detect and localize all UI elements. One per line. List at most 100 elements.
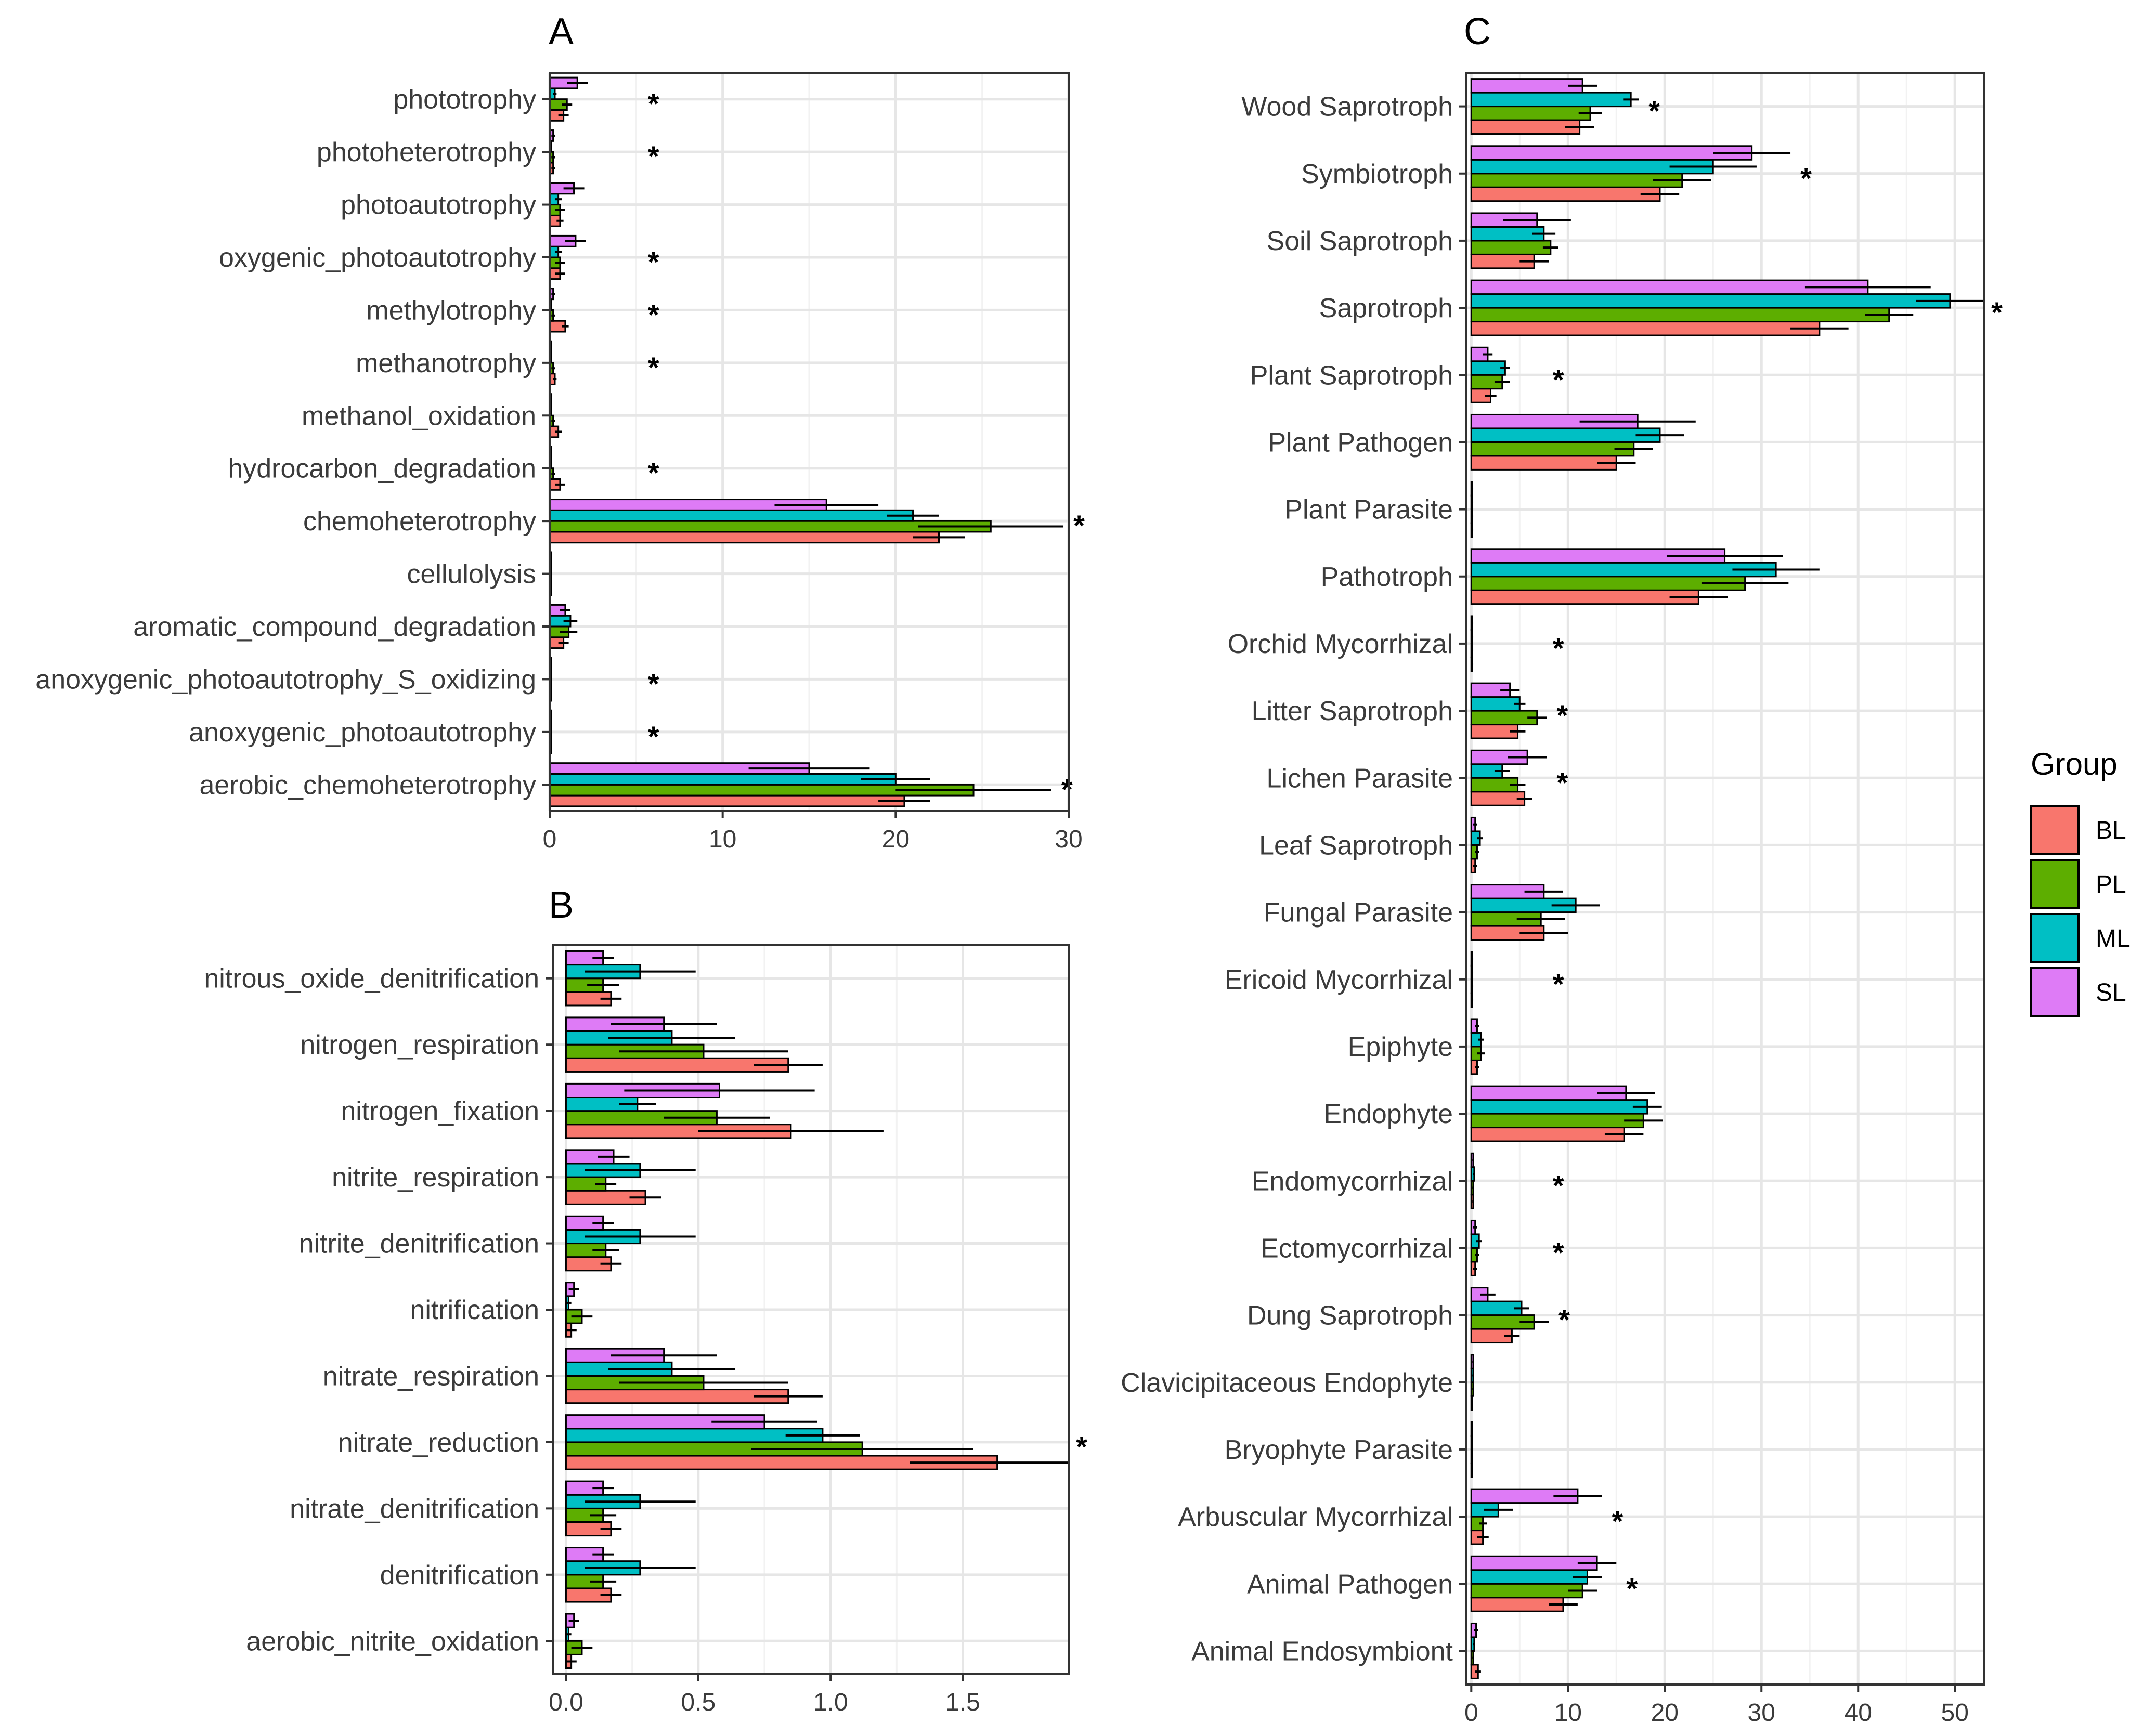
bar-pl-saprotroph — [1470, 307, 1890, 323]
panel-c: Wood Saprotroph * Symbiotroph * Soil Saprotr… — [1121, 11, 2003, 1727]
legend-item-bl: BL — [2030, 805, 2126, 855]
category-label: nitrification — [410, 1295, 539, 1325]
category-nitrogen-fixation — [565, 1082, 884, 1139]
x-tick-label: 1.0 — [813, 1689, 848, 1716]
x-tick-label: 10 — [709, 826, 736, 853]
bar-bl-nitrous-oxide-denitrification — [565, 991, 612, 1007]
x-tick-label: 0 — [543, 826, 557, 853]
bar-ml-animal-pathogen — [1470, 1569, 1588, 1585]
category-label: Leaf Saprotroph — [1259, 830, 1453, 860]
category-label: Pathotroph — [1321, 562, 1453, 592]
category-nitrate-reduction — [565, 1414, 1069, 1470]
significance-marker: * — [1556, 766, 1568, 799]
category-orchid-mycorrhizal — [1470, 615, 1474, 672]
legend-swatch — [2030, 913, 2080, 963]
category-aerobic-chemoheterotrophy — [550, 762, 1051, 807]
category-label: Endophyte — [1323, 1099, 1453, 1129]
significance-marker: * — [648, 351, 659, 384]
category-label: oxygenic_photoautotrophy — [219, 243, 536, 273]
category-label: chemoheterotrophy — [303, 506, 536, 537]
category-photoautotrophy — [550, 182, 585, 227]
x-tick-label: 0.0 — [549, 1689, 583, 1716]
category-label: nitrate_respiration — [323, 1361, 539, 1391]
category-label: Soil Saprotroph — [1267, 226, 1453, 256]
category-nitrification — [565, 1282, 593, 1338]
significance-marker: * — [648, 245, 659, 278]
category-animal-pathogen — [1470, 1555, 1617, 1612]
significance-marker: * — [1991, 296, 2003, 329]
bar-bl-symbiotroph — [1470, 186, 1661, 202]
significance-marker: * — [1556, 699, 1568, 732]
category-label: Plant Parasite — [1284, 495, 1453, 525]
category-label: Lichen Parasite — [1267, 763, 1453, 793]
significance-marker: * — [1648, 95, 1660, 127]
legend-label: ML — [2096, 925, 2131, 952]
category-label: Symbiotroph — [1301, 159, 1453, 189]
bar-pl-wood-saprotroph — [1470, 106, 1591, 121]
bar-ml-litter-saprotroph — [1470, 696, 1521, 712]
category-leaf-saprotroph — [1470, 816, 1483, 873]
bar-bl-aerobic-chemoheterotrophy — [550, 794, 905, 807]
legend-item-pl: PL — [2030, 859, 2126, 909]
panel-letter: A — [549, 11, 574, 53]
category-label: methanotrophy — [356, 348, 536, 378]
category-label: Plant Saprotroph — [1250, 360, 1453, 390]
category-label: Wood Saprotroph — [1241, 92, 1453, 122]
x-tick-label: 10 — [1554, 1699, 1582, 1727]
bar-bl-nitrogen-respiration — [565, 1057, 789, 1073]
panel-a: phototrophy * photoheterotrophy * photoautot… — [35, 11, 1085, 853]
bar-bl-plant-pathogen — [1470, 455, 1617, 471]
category-bryophyte-parasite — [1470, 1421, 1473, 1478]
category-methylotrophy — [550, 288, 569, 333]
significance-marker: * — [648, 140, 659, 173]
x-tick-label: 0.5 — [681, 1689, 716, 1716]
bar-ml-soil-saprotroph — [1470, 226, 1545, 242]
panels: phototrophy * photoheterotrophy * photoautot… — [35, 11, 2003, 1727]
legend-label: BL — [2096, 817, 2126, 844]
bar-ml-chemoheterotrophy — [550, 509, 914, 522]
significance-marker: * — [1612, 1505, 1623, 1537]
bar-bl-endophyte — [1470, 1127, 1625, 1142]
bar-ml-saprotroph — [1470, 293, 1951, 309]
category-label: Bryophyte Parasite — [1225, 1435, 1453, 1465]
significance-marker: * — [1800, 162, 1812, 194]
category-label: nitrogen_fixation — [341, 1097, 539, 1127]
significance-marker: * — [1553, 632, 1564, 664]
x-tick-label: 30 — [1748, 1699, 1775, 1727]
category-aerobic-nitrite-oxidation — [565, 1613, 593, 1669]
legend-title: Group — [2031, 747, 2118, 781]
category-label: methylotrophy — [366, 295, 536, 325]
bar-bl-nitrite-respiration — [565, 1190, 646, 1205]
category-arbuscular-mycorrhizal — [1470, 1488, 1602, 1545]
category-label: Orchid Mycorrhizal — [1228, 629, 1453, 659]
x-tick-label: 50 — [1941, 1699, 1969, 1727]
significance-marker: * — [1553, 1236, 1564, 1269]
category-label: photoautotrophy — [341, 190, 536, 220]
category-saprotroph — [1470, 279, 1984, 336]
category-label: nitrous_oxide_denitrification — [204, 964, 539, 994]
bars — [550, 76, 1064, 807]
bar-ml-endophyte — [1470, 1099, 1648, 1115]
significance-marker: * — [1061, 773, 1073, 805]
category-label: aerobic_nitrite_oxidation — [246, 1626, 539, 1656]
bar-ml-wood-saprotroph — [1470, 92, 1632, 108]
category-label: methanol_oxidation — [302, 401, 536, 431]
significance-marker: * — [648, 456, 659, 489]
legend-label: PL — [2096, 871, 2126, 898]
category-phototrophy — [550, 76, 588, 122]
panel-letter: C — [1464, 11, 1491, 53]
bars — [565, 950, 1069, 1669]
bar-pl-animal-pathogen — [1470, 1583, 1583, 1599]
bar-bl-pathotroph — [1470, 589, 1699, 605]
significance-marker: * — [1076, 1430, 1087, 1463]
category-label: Ectomycorrhizal — [1261, 1233, 1453, 1263]
bar-ml-aerobic-chemoheterotrophy — [550, 773, 897, 786]
category-epiphyte — [1470, 1018, 1485, 1075]
significance-marker: * — [1558, 1303, 1570, 1336]
category-chemoheterotrophy — [550, 499, 1064, 544]
x-tick-label: 1.5 — [945, 1689, 980, 1716]
legend-item-sl: SL — [2030, 967, 2126, 1017]
category-plant-pathogen — [1470, 413, 1696, 471]
category-label: Plant Pathogen — [1268, 427, 1453, 458]
